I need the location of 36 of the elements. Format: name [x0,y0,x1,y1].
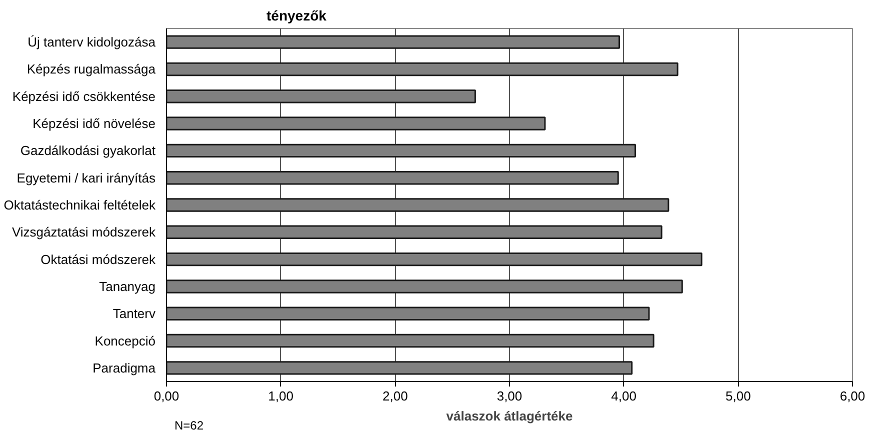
bar [166,90,476,104]
x-tick-label: 4,00 [611,388,636,404]
bar [166,198,670,212]
y-tick-label: Képzési idő csökkentése [12,88,156,104]
x-tick-label: 5,00 [726,388,751,404]
y-tick-label: Egyetemi / kari irányítás [16,170,156,186]
x-tick-label: 0,00 [154,388,180,404]
x-tick-label: 1,00 [268,388,294,404]
bar [166,361,633,375]
bar [166,280,683,294]
y-tick-label: Új tanterv kidolgozása [28,34,156,50]
bar [166,306,650,320]
y-tick-label: Vizsgáztatási módszerek [12,224,156,240]
bar [166,252,702,266]
y-tick-label: Gazdálkodási gyakorlat [20,143,156,158]
bar [166,144,636,158]
bar [166,334,654,348]
bar [166,225,662,240]
text: N=62 [174,418,204,432]
y-tick-label: Tananyag [99,278,156,294]
bar [166,62,678,76]
y-tick-label: Képzés rugalmassága [26,62,156,77]
x-axis-title: válaszok átlagértéke [446,408,573,424]
y-tick-label: Képzési idő növelése [32,116,156,132]
y-tick-label: Paradigma [92,360,156,376]
chart-title: tényezők [266,8,327,24]
bar [166,170,619,185]
y-tick-label: Oktatási módszerek [40,252,156,267]
y-tick-label: Oktatástechnikai feltételek [4,198,156,212]
bar [166,35,620,49]
x-tick-label: 6,00 [840,388,866,404]
bar [166,116,546,130]
y-tick-label: Tanterv [112,306,156,322]
y-tick-label: Koncepció [94,333,156,348]
x-tick-label: 2,00 [382,388,408,404]
x-tick-label: 3,00 [496,388,522,404]
